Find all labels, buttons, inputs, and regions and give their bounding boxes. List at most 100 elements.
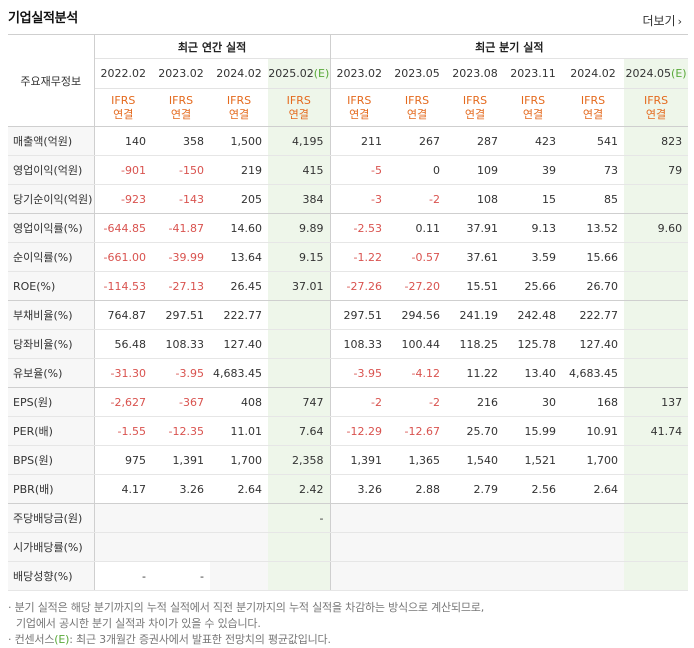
ifrs-header-row: IFRS 연결 IFRS 연결 IFRS 연결 IFRS 연결 IFRS 연결 IFRS 연결 IFRS… xyxy=(8,88,689,127)
table-cell xyxy=(504,503,563,533)
consolidated-label: 연결 xyxy=(113,107,134,121)
consolidated-label: 연결 xyxy=(406,107,428,121)
table-cell xyxy=(94,532,152,562)
table-cell xyxy=(330,532,389,562)
consolidated-label: 연결 xyxy=(464,107,486,121)
table-cell: -12.35 xyxy=(152,416,210,446)
table-cell: 241.19 xyxy=(446,300,505,330)
table-cell: 297.51 xyxy=(152,300,210,330)
table-cell: -0.57 xyxy=(388,242,447,272)
table-row: 부채비율(%) 764.87 297.51 222.77 297.51 294.56 241… xyxy=(8,300,689,330)
table-cell: 975 xyxy=(94,445,152,475)
period-header: 2023.02 xyxy=(330,58,389,89)
table-cell: 2.56 xyxy=(504,474,563,504)
table-row: 배당성향(%) - - xyxy=(8,561,689,591)
table-cell xyxy=(268,358,331,388)
period-header: 2024.02 xyxy=(210,58,268,89)
table-cell xyxy=(210,561,268,591)
table-cell xyxy=(330,503,389,533)
row-label: EPS(원) xyxy=(8,387,95,417)
table-cell: - xyxy=(152,561,210,591)
table-cell xyxy=(330,561,389,591)
table-cell: 541 xyxy=(562,126,625,156)
footnote-1-cont: 기업에서 공시한 분기 실적과 차이가 있을 수 있습니다. xyxy=(16,617,261,630)
table-cell: 4,195 xyxy=(268,126,331,156)
table-cell: 1,365 xyxy=(388,445,447,475)
table-cell: - xyxy=(94,561,152,591)
table-cell: 211 xyxy=(330,126,389,156)
table-cell: 222.77 xyxy=(562,300,625,330)
row-label: 주당배당금(원) xyxy=(8,503,95,533)
row-label: 당기순이익(억원) xyxy=(8,184,95,214)
table-cell: 73 xyxy=(562,155,625,185)
table-cell: -2,627 xyxy=(94,387,152,417)
financial-summary-table: 주요재무정보 최근 연간 실적 최근 분기 실적 2022.02 2023.02 2… xyxy=(8,34,689,591)
table-cell xyxy=(388,503,447,533)
more-link[interactable]: 더보기 › xyxy=(642,12,682,29)
period-header-row: 2022.02 2023.02 2024.02 2025.02(E) 2023.02 20… xyxy=(8,58,689,89)
consolidated-label: 연결 xyxy=(522,107,544,121)
ifrs-label: IFRS xyxy=(168,93,194,107)
table-cell: 2.79 xyxy=(446,474,505,504)
period-label: 2025.02 xyxy=(268,67,314,80)
footnote-2-estimate: (E) xyxy=(54,633,70,646)
table-cell: 85 xyxy=(562,184,625,214)
row-label: BPS(원) xyxy=(8,445,95,475)
ifrs-header: IFRS 연결 xyxy=(446,88,505,127)
table-cell xyxy=(624,503,689,533)
period-header: 2023.08 xyxy=(446,58,505,89)
table-cell: -661.00 xyxy=(94,242,152,272)
row-label: 순이익률(%) xyxy=(8,242,95,272)
table-cell: 108 xyxy=(446,184,505,214)
ifrs-label: IFRS xyxy=(462,93,488,107)
table-cell xyxy=(624,329,689,359)
table-cell: 37.91 xyxy=(446,213,505,243)
row-label: 시가배당률(%) xyxy=(8,532,95,562)
table-cell: 137 xyxy=(624,387,689,417)
footnote-2: · 컨센서스(E): 최근 3개월간 증권사에서 발표한 전망치의 평균값입니다… xyxy=(8,632,484,648)
table-cell: 2.88 xyxy=(388,474,447,504)
table-cell: 140 xyxy=(94,126,152,156)
table-cell: 1,700 xyxy=(562,445,625,475)
table-cell xyxy=(624,474,689,504)
table-cell xyxy=(446,503,505,533)
table-cell: 216 xyxy=(446,387,505,417)
ifrs-header: IFRS 연결 xyxy=(152,88,210,127)
period-label: 2023.08 xyxy=(452,67,498,80)
table-cell: 747 xyxy=(268,387,331,417)
table-cell: -3.95 xyxy=(152,358,210,388)
table-cell: -27.26 xyxy=(330,271,389,301)
table-cell xyxy=(94,503,152,533)
period-header: 2025.02(E) xyxy=(268,58,331,89)
table-cell: 9.15 xyxy=(268,242,331,272)
table-cell: 358 xyxy=(152,126,210,156)
table-cell: -3 xyxy=(330,184,389,214)
table-row: 영업이익(억원) -901 -150 219 415 -5 0 109 39 73 79 xyxy=(8,155,689,185)
table-cell: 11.22 xyxy=(446,358,505,388)
ifrs-header: IFRS 연결 xyxy=(388,88,447,127)
table-cell: 25.66 xyxy=(504,271,563,301)
table-body: 매출액(억원) 140 358 1,500 4,195 211 267 287 423 541 82… xyxy=(8,126,689,591)
estimate-mark: (E) xyxy=(671,67,687,80)
table-row: BPS(원) 975 1,391 1,700 2,358 1,391 1,365 1,540 1… xyxy=(8,445,689,475)
table-cell: 267 xyxy=(388,126,447,156)
period-header: 2022.02 xyxy=(94,58,152,89)
consolidated-label: 연결 xyxy=(645,107,667,121)
table-cell: 415 xyxy=(268,155,331,185)
table-cell: 9.60 xyxy=(624,213,689,243)
row-label: 유보율(%) xyxy=(8,358,95,388)
table-cell xyxy=(562,503,625,533)
table-cell: 26.70 xyxy=(562,271,625,301)
row-label: PER(배) xyxy=(8,416,95,446)
table-row: 영업이익률(%) -644.85 -41.87 14.60 9.89 -2.53 0.11 3… xyxy=(8,213,689,243)
table-cell: 11.01 xyxy=(210,416,268,446)
table-cell: 37.61 xyxy=(446,242,505,272)
table-cell xyxy=(624,184,689,214)
table-cell: -923 xyxy=(94,184,152,214)
table-cell: 79 xyxy=(624,155,689,185)
ifrs-label: IFRS xyxy=(404,93,430,107)
table-cell: 1,540 xyxy=(446,445,505,475)
table-cell: -1.55 xyxy=(94,416,152,446)
period-label: 2024.02 xyxy=(570,67,616,80)
table-cell: 2.64 xyxy=(562,474,625,504)
